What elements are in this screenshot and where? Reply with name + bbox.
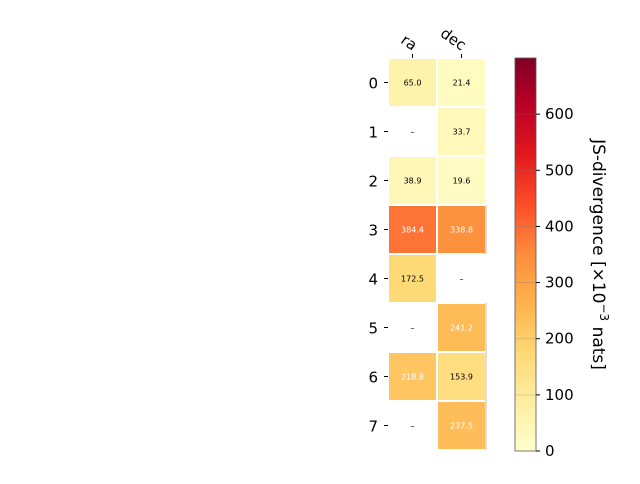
cell-value-label: – <box>460 275 464 284</box>
cell-value-label: 19.6 <box>453 177 471 186</box>
colorbar-label: JS-divergence [×10−3 nats] <box>588 138 611 370</box>
colorbar-tick-label: 500 <box>545 161 574 179</box>
row-label: 0 <box>368 75 378 93</box>
cell-value-label: 237.5 <box>450 422 473 431</box>
heatmap-cell <box>389 206 436 253</box>
heatmap-cell <box>389 157 436 204</box>
row-label: 6 <box>368 369 378 387</box>
cell-value-label: 153.9 <box>450 373 473 382</box>
cell-value-label: 384.4 <box>401 226 424 235</box>
heatmap-cell <box>438 402 485 449</box>
heatmap-cell <box>438 206 485 253</box>
heatmap-cell <box>389 353 436 400</box>
heatmap-cell <box>438 59 485 106</box>
colorbar-tick-label: 200 <box>545 330 574 348</box>
row-label: 1 <box>368 124 378 142</box>
cell-value-label: 172.5 <box>401 275 424 284</box>
heatmap-cell <box>438 304 485 351</box>
heatmap-cell <box>389 255 436 302</box>
cell-value-label: 218.8 <box>401 373 424 382</box>
heatmap-cell <box>438 157 485 204</box>
colorbar-tick-label: 600 <box>545 105 574 123</box>
heatmap-cell <box>438 108 485 155</box>
cell-value-label: – <box>411 324 415 333</box>
cell-value-label: 33.7 <box>453 128 471 137</box>
cell-value-label: – <box>411 128 415 137</box>
heatmap-cell <box>438 353 485 400</box>
colorbar: 0 100 200 300 400 500 600 JS-divergence [×10−3 … <box>514 57 611 460</box>
cell-value-label: – <box>411 422 415 431</box>
row-label: 7 <box>368 418 378 436</box>
cell-value-label: 38.9 <box>404 177 422 186</box>
heatmap-cell <box>389 59 436 106</box>
cell-value-label: 338.8 <box>450 226 473 235</box>
column-label: dec <box>437 24 469 54</box>
colorbar-tick-label: 100 <box>545 386 574 404</box>
column-label: ra <box>398 31 421 55</box>
heatmap-cells: 65.0 21.4 – 33.7 38.9 19.6 384.4 338.8 172.5 – – 24… <box>389 59 487 450</box>
cell-value-label: 241.2 <box>450 324 473 333</box>
row-label: 3 <box>368 222 378 240</box>
column-labels: ra dec <box>398 24 470 58</box>
cell-value-label: 21.4 <box>453 79 471 88</box>
colorbar-tick-label: 300 <box>545 274 574 292</box>
row-labels: 0 1 2 3 4 5 6 7 <box>368 75 388 436</box>
row-label: 5 <box>368 320 378 338</box>
row-label: 4 <box>368 271 378 289</box>
colorbar-gradient <box>514 57 537 452</box>
colorbar-tick-label: 0 <box>545 442 555 460</box>
row-label: 2 <box>368 173 378 191</box>
cell-value-label: 65.0 <box>404 79 422 88</box>
colorbar-tick-label: 400 <box>545 217 574 235</box>
